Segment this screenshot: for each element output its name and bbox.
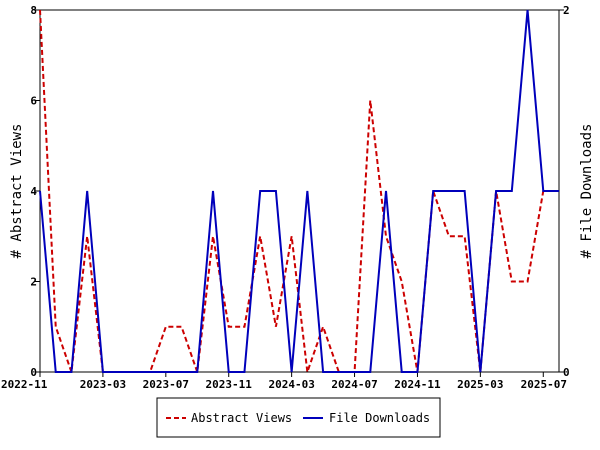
y-left-axis-title: # Abstract Views: [9, 124, 25, 259]
x-tick-label: 2025-03: [457, 378, 503, 391]
y-left-tick-label: 8: [30, 4, 37, 17]
x-axis: 2022-11 2023-03 2023-07 2023-11 2024-03 2024-…: [1, 372, 567, 391]
legend-label-file-downloads: File Downloads: [329, 411, 430, 425]
y-left-tick-label: 4: [30, 185, 37, 198]
x-tick-label: 2023-11: [206, 378, 253, 391]
y-right-tick-label: 0: [563, 366, 570, 379]
series-layer: [39, 9, 559, 373]
series-line-file-downloads: [39, 9, 559, 373]
x-tick-label: 2024-03: [268, 378, 314, 391]
y-right-axis: 02: [559, 4, 570, 379]
legend: Abstract Views File Downloads: [156, 397, 441, 438]
legend-box: [156, 397, 441, 438]
y-left-axis: 0 2 4 6 8: [30, 4, 40, 379]
y-left-tick-label: 0: [30, 366, 37, 379]
x-tick-label: 2023-03: [80, 378, 126, 391]
x-tick-label: 2025-07: [521, 378, 567, 391]
x-tick-label: 2022-11: [1, 378, 48, 391]
y-left-tick-label: 2: [30, 276, 37, 289]
x-tick-label: 2023-07: [143, 378, 189, 391]
legend-label-abstract-views: Abstract Views: [191, 411, 292, 425]
y-left-tick-label: 6: [30, 95, 37, 108]
x-tick-label: 2024-07: [331, 378, 377, 391]
y-right-tick-label: 2: [563, 4, 570, 17]
series-line-abstract-views: [39, 9, 559, 373]
y-right-axis-title: # File Downloads: [579, 124, 595, 259]
x-tick-label: 2024-11: [394, 378, 441, 391]
